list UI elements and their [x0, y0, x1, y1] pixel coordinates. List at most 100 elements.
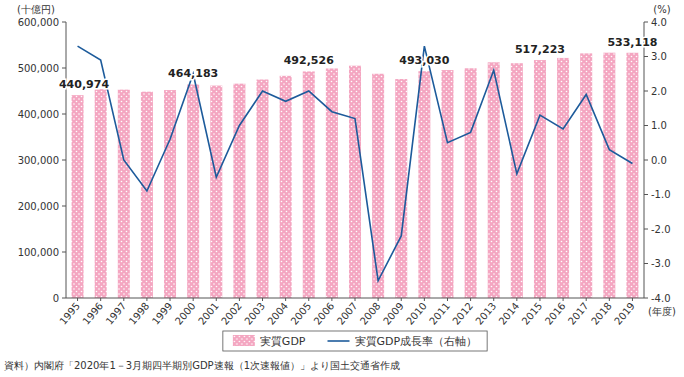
x-tick-label: 2007 [335, 300, 360, 327]
y2-tick-label: -1.0 [651, 189, 671, 200]
y2-tick-label: -4.0 [651, 293, 671, 304]
y-tick-label: 100,000 [18, 247, 59, 258]
legend-swatch [233, 335, 255, 346]
y-tick [62, 22, 66, 23]
y-tick [62, 206, 66, 207]
x-tick [308, 298, 309, 301]
x-tick-label: 2012 [450, 300, 475, 327]
data-label: 493,030 [399, 54, 449, 67]
y2-tick-label: 4.0 [651, 17, 667, 28]
legend-item: 実質GDP成長率（右軸） [328, 335, 478, 348]
x-tick-label: 2005 [289, 300, 314, 327]
x-tick-label: 2016 [543, 300, 568, 327]
y-tick-label: 0 [53, 293, 59, 304]
x-tick [424, 298, 425, 301]
x-tick [285, 298, 286, 301]
x-tick [539, 298, 540, 301]
y-tick-label: 500,000 [18, 63, 59, 74]
y2-tick-label: 0.0 [651, 155, 667, 166]
y-tick-label: 300,000 [18, 155, 59, 166]
x-tick [493, 298, 494, 301]
x-tick-label: 2011 [427, 300, 452, 327]
x-tick-label: 2019 [612, 300, 637, 327]
bar [303, 71, 315, 298]
x-tick [239, 298, 240, 301]
chart-svg: 0100,000200,000300,000400,000500,000600,… [0, 0, 684, 377]
bar [141, 92, 153, 298]
y-axis-title: (十億円) [17, 4, 55, 15]
x-tick [632, 298, 633, 301]
y2-tick-label: 3.0 [651, 51, 667, 62]
y2-tick [644, 160, 648, 161]
x-tick [331, 298, 332, 301]
bar [372, 74, 384, 298]
plot-area [72, 46, 639, 298]
bar [164, 90, 176, 298]
bar [465, 68, 477, 298]
x-tick-label: 2003 [242, 300, 267, 327]
x-axis-title: (年度) [648, 306, 676, 317]
bar [580, 53, 592, 298]
bar [418, 71, 430, 298]
source-note: 資料）内閣府「2020年1－3月期四半期別GDP速報（1次速報値）」より国土交通… [4, 360, 400, 371]
data-label: 492,526 [284, 54, 334, 67]
y-tick [62, 114, 66, 115]
y2-tick [644, 194, 648, 195]
y2-tick [644, 22, 648, 23]
x-tick-label: 1999 [150, 300, 175, 327]
y2-axis-title: (%) [653, 4, 670, 15]
x-tick [470, 298, 471, 301]
x-tick [123, 298, 124, 301]
bar [257, 80, 269, 299]
x-tick-label: 2018 [589, 300, 614, 327]
y2-tick [644, 125, 648, 126]
x-tick-label: 2017 [566, 300, 591, 327]
bar [534, 60, 546, 298]
y-tick-label: 600,000 [18, 17, 59, 28]
y2-tick-label: 2.0 [651, 86, 667, 97]
x-tick [563, 298, 564, 301]
y2-tick [644, 263, 648, 264]
x-tick-label: 1996 [80, 300, 105, 327]
x-tick-label: 2001 [196, 300, 221, 327]
x-tick-label: 1997 [104, 300, 129, 327]
y-tick [62, 68, 66, 69]
bar [280, 76, 292, 298]
x-tick-label: 1995 [57, 300, 82, 327]
y2-tick [644, 56, 648, 57]
x-tick-label: 2013 [473, 300, 498, 327]
x-tick-label: 1998 [127, 300, 152, 327]
x-tick-label: 2010 [404, 300, 429, 327]
x-tick [355, 298, 356, 301]
y-tick [62, 252, 66, 253]
bar [626, 53, 638, 298]
y-tick-label: 400,000 [18, 109, 59, 120]
legend-label: 実質GDP [260, 335, 306, 348]
y2-tick [644, 298, 648, 299]
bar [349, 66, 361, 298]
bar [187, 84, 199, 298]
data-label: 533,118 [607, 36, 657, 49]
y2-tick [644, 91, 648, 92]
x-tick-label: 2000 [173, 300, 198, 327]
bar [72, 95, 84, 298]
x-tick-label: 2004 [265, 300, 290, 327]
x-tick-label: 2009 [381, 300, 406, 327]
x-tick [401, 298, 402, 301]
y-tick [62, 298, 66, 299]
y-tick [62, 160, 66, 161]
bar [488, 62, 500, 298]
legend-box [223, 331, 487, 351]
data-label: 440,974 [59, 78, 109, 91]
x-tick-label: 2002 [219, 300, 244, 327]
x-tick-label: 2008 [358, 300, 383, 327]
x-tick [586, 298, 587, 301]
bar [233, 84, 245, 298]
bar [511, 63, 523, 298]
x-tick [447, 298, 448, 301]
legend: 実質GDP 実質GDP成長率（右軸） [223, 331, 487, 351]
bar [603, 53, 615, 298]
y2-tick-label: 1.0 [651, 120, 667, 131]
bar [95, 89, 107, 298]
chart-container: 0100,000200,000300,000400,000500,000600,… [0, 0, 684, 377]
